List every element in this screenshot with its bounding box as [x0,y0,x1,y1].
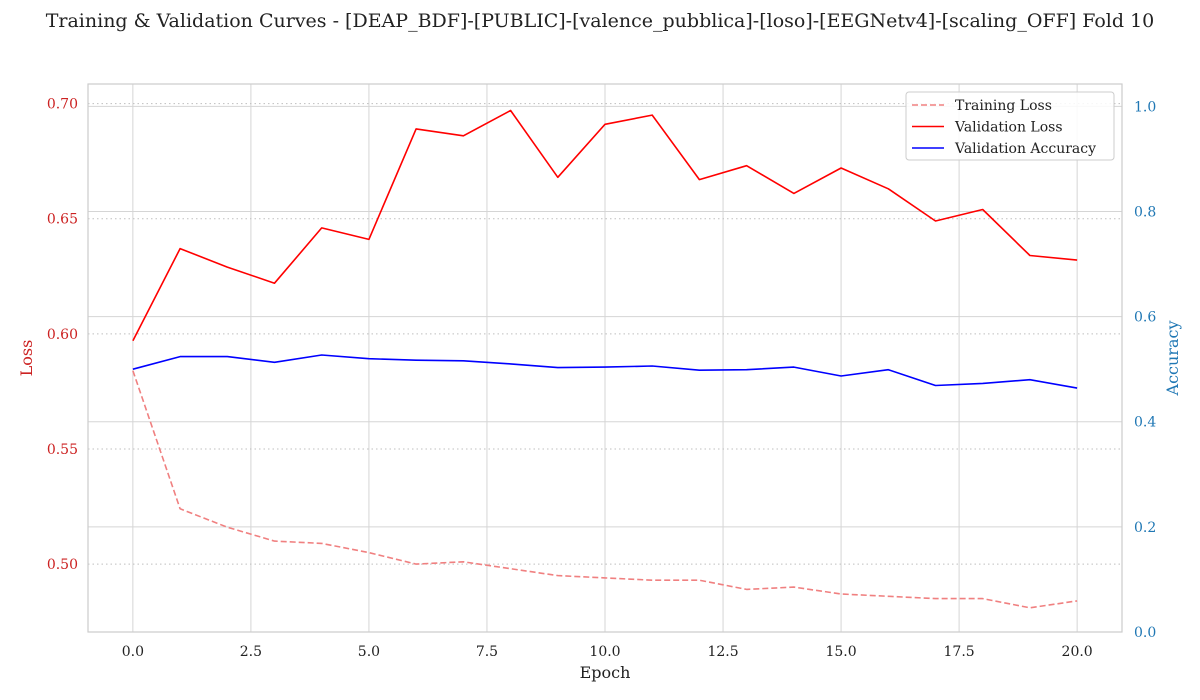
x-tick-label: 5.0 [358,644,380,660]
series-line-training-loss [132,370,1078,609]
y-axis-right-title: Accuracy [1163,321,1182,397]
y-left-tick-label: 0.50 [47,557,78,573]
x-axis-title: Epoch [580,663,631,682]
y-right-tick-label: 0.6 [1134,310,1156,326]
series-line-validation-accuracy [132,354,1078,389]
y-axis-left-title: Loss [17,340,36,377]
series-line-validation-loss [132,109,1078,342]
x-tick-label: 10.0 [589,644,620,660]
y-left-tick-label: 0.55 [47,442,78,458]
y-right-tick-label: 0.2 [1134,520,1156,536]
y-left-tick-label: 0.65 [47,212,78,228]
x-tick-label: 15.0 [825,644,856,660]
legend-box [905,91,1115,161]
x-tick-label: 12.5 [707,644,738,660]
x-tick-label: 7.5 [476,644,498,660]
x-tick-label: 20.0 [1062,644,1093,660]
y-right-tick-label: 0.4 [1134,415,1156,431]
legend-label: Training Loss [955,98,1052,114]
series-layer [132,109,1078,609]
y-right-tick-label: 0.8 [1134,204,1156,220]
ticks-layer: 0.0 2.5 5.0 7.5 10.0 12.5 15.0 17.5 20.0 0.50 0.55… [47,97,1157,660]
x-tick-label: 17.5 [944,644,975,660]
y-right-tick-label: 1.0 [1134,99,1156,115]
y-right-tick-label: 0.0 [1134,625,1156,641]
legend-label: Validation Loss [954,120,1063,136]
plot-frame [87,83,1123,633]
x-tick-label: 0.0 [122,644,144,660]
y-left-tick-label: 0.70 [47,97,78,113]
legend-label: Validation Accuracy [954,141,1096,157]
legend: Training Loss Validation Loss Validation A… [905,91,1115,161]
y-left-tick-label: 0.60 [47,327,78,343]
x-tick-label: 2.5 [240,644,262,660]
chart-title: Training & Validation Curves - [DEAP_BDF… [45,10,1155,32]
